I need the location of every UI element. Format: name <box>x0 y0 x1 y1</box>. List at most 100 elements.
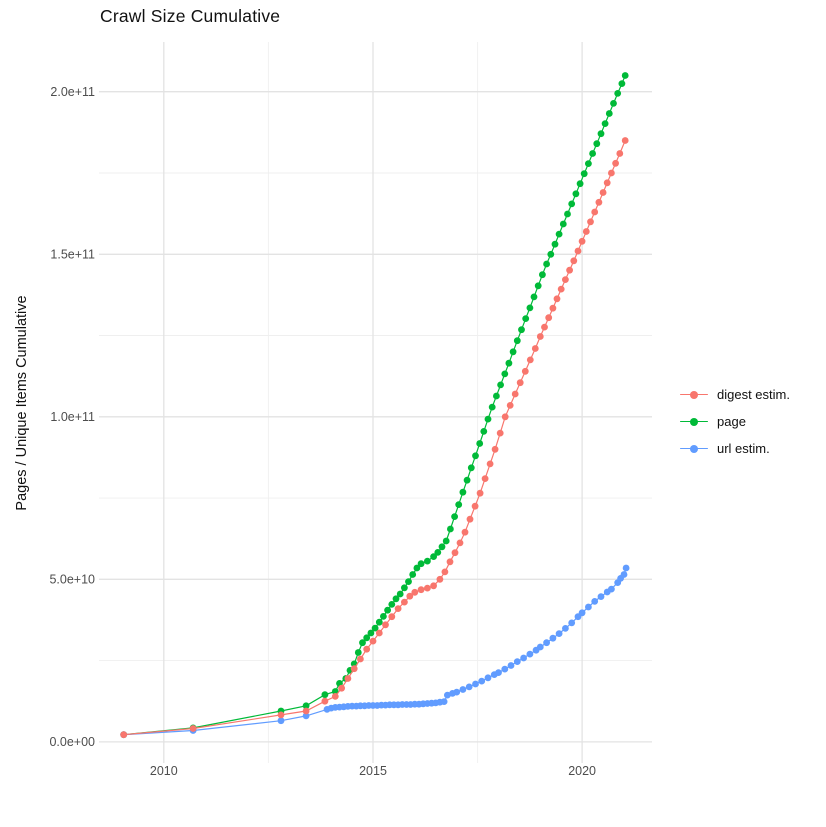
series-point-digest <box>587 218 594 226</box>
series-point-page <box>371 624 379 632</box>
series-point-digest <box>595 198 603 206</box>
series-point-page <box>472 452 479 460</box>
series-point-digest <box>375 629 383 637</box>
series-point-digest <box>363 645 371 653</box>
series-point-page <box>555 230 563 238</box>
series-point-url <box>459 686 467 693</box>
series-point-digest <box>566 266 573 274</box>
series-point-digest <box>446 558 454 566</box>
series-point-page <box>522 315 530 322</box>
series-point-page <box>434 549 442 556</box>
series-point-digest <box>471 502 479 510</box>
series-point-page <box>518 326 525 334</box>
series-point-page <box>413 564 421 572</box>
series-point-page <box>438 543 446 551</box>
series-point-digest <box>553 295 561 303</box>
series-point-digest <box>486 460 494 468</box>
series-point-page <box>614 90 622 97</box>
series-point-digest <box>331 693 339 700</box>
series-point-digest <box>476 489 484 497</box>
series-point-digest <box>531 345 539 352</box>
series-point-page <box>547 250 555 258</box>
series-point-page <box>501 370 509 378</box>
series-point-digest <box>430 582 437 590</box>
series-point-page <box>593 140 601 148</box>
series-point-page <box>610 100 617 107</box>
legend-label: url estim. <box>717 441 770 456</box>
series-point-page <box>530 293 538 301</box>
legend-item: url estim. <box>679 435 790 462</box>
series-point-page <box>589 150 596 157</box>
series-point-page <box>401 584 408 592</box>
series-point-url <box>495 669 502 676</box>
series-point-digest <box>394 605 402 612</box>
y-tick-label: 2.0e+11 <box>50 85 95 99</box>
series-point-page <box>384 606 391 614</box>
legend-key-icon <box>679 442 709 456</box>
series-point-digest <box>491 445 499 453</box>
series-point-page <box>509 348 517 356</box>
series-point-digest <box>578 237 586 245</box>
series-point-page <box>621 72 629 79</box>
legend-label: digest estim. <box>717 387 790 402</box>
series-point-digest <box>461 528 469 536</box>
series-point-page <box>513 337 521 345</box>
series-point-digest <box>501 413 509 421</box>
series-line-digest <box>123 140 626 736</box>
series-point-page <box>409 571 417 578</box>
series-point-page <box>618 80 626 87</box>
legend-key-icon <box>679 415 709 429</box>
series-point-page <box>551 240 559 248</box>
series-point-digest <box>424 584 431 592</box>
series-point-digest <box>496 429 504 437</box>
y-tick-label: 0.0e+00 <box>49 735 95 749</box>
y-tick-label: 1.0e+11 <box>50 410 95 424</box>
series-point-page <box>568 200 576 208</box>
series-point-page <box>405 578 412 585</box>
series-point-page <box>564 210 571 218</box>
legend-key-icon <box>679 388 709 402</box>
series-point-page <box>476 440 484 447</box>
series-point-digest <box>549 304 557 312</box>
series-point-page <box>543 260 550 268</box>
series-point-url <box>302 712 310 720</box>
series-point-digest <box>599 189 607 196</box>
series-point-page <box>597 130 605 138</box>
series-point-page <box>585 160 592 168</box>
series-point-digest <box>511 390 519 398</box>
series-point-url <box>568 619 576 627</box>
series-point-url <box>520 654 527 662</box>
series-point-url <box>562 625 569 632</box>
series-point-digest <box>189 725 197 732</box>
series-point-page <box>526 304 534 312</box>
series-point-url <box>597 593 605 600</box>
series-point-digest <box>277 711 285 719</box>
series-point-page <box>488 403 496 411</box>
series-point-page <box>493 392 500 400</box>
series-point-page <box>605 110 613 117</box>
series-point-digest <box>382 621 389 629</box>
series-point-page <box>580 170 588 178</box>
series-line-page <box>123 75 626 736</box>
series-point-page <box>451 513 458 520</box>
series-point-digest <box>591 208 599 216</box>
series-point-page <box>331 688 339 695</box>
x-tick-label: 2015 <box>359 764 387 778</box>
series-point-page <box>463 476 471 484</box>
series-point-page <box>467 464 475 472</box>
series-point-page <box>447 525 454 533</box>
series-point-digest <box>451 549 459 557</box>
series-point-url <box>555 630 563 637</box>
series-point-page <box>321 691 329 699</box>
series-point-url <box>543 639 550 647</box>
series-point-page <box>424 557 431 565</box>
series-point-digest <box>521 367 529 375</box>
series-point-url <box>484 674 492 682</box>
series-point-page <box>430 553 437 560</box>
series-point-page <box>417 560 425 568</box>
series-point-digest <box>516 379 524 387</box>
series-point-page <box>359 639 366 647</box>
series-point-url <box>578 609 586 617</box>
series-point-digest <box>401 598 408 606</box>
